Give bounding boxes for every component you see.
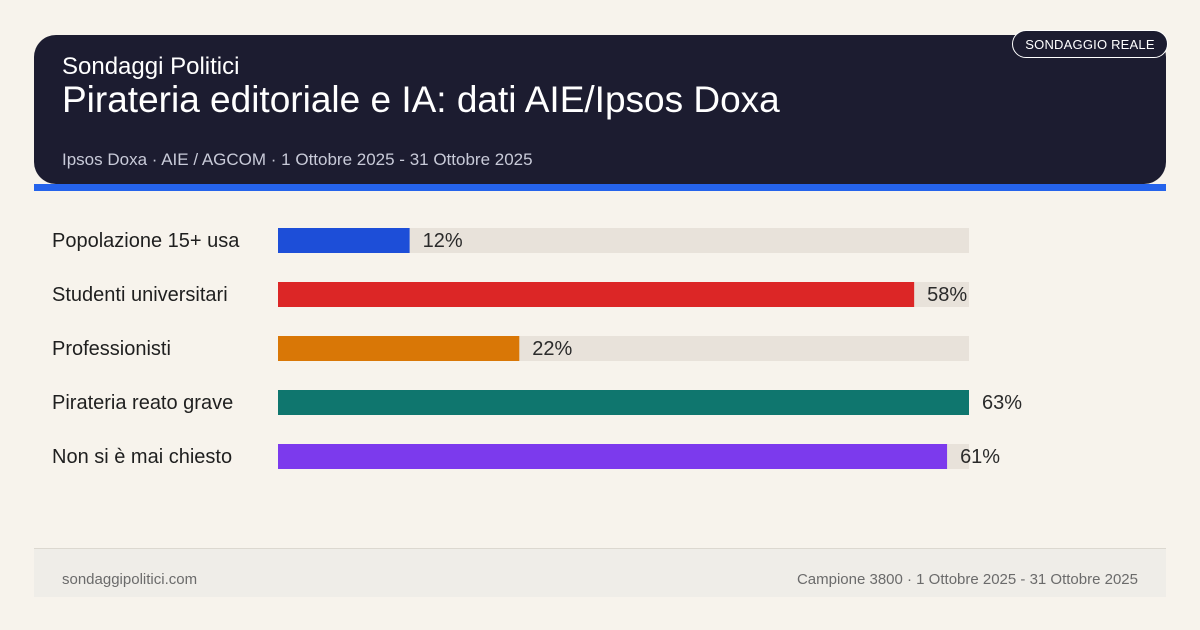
bar (278, 228, 410, 253)
value-label: 61% (960, 446, 1000, 468)
category-label: Pirateria reato grave (52, 392, 233, 414)
bar (278, 282, 915, 307)
footer-meta: Campione 3800 · 1 Ottobre 2025 - 31 Otto… (796, 571, 1138, 588)
bar (278, 336, 520, 361)
value-label: 22% (532, 338, 572, 360)
category-label: Studenti universitari (52, 284, 228, 306)
value-label: 58% (927, 284, 967, 306)
header-panel: Sondaggi Politici Pirateria editoriale e… (34, 35, 1166, 184)
value-label: 12% (423, 230, 463, 252)
bar (278, 390, 969, 415)
category-label: Professionisti (52, 338, 171, 360)
brand-name: Sondaggi Politici (62, 53, 240, 80)
bar (278, 444, 948, 469)
accent-divider (34, 184, 1166, 191)
page-title: Pirateria editoriale e IA: dati AIE/Ipso… (62, 79, 780, 120)
category-label: Popolazione 15+ usa (52, 230, 240, 252)
category-label: Non si è mai chiesto (52, 446, 232, 468)
status-badge: SONDAGGIO REALE (1012, 30, 1168, 58)
value-label: 63% (982, 392, 1022, 414)
source-subtitle: Ipsos Doxa · AIE / AGCOM · 1 Ottobre 202… (62, 150, 533, 169)
footer: sondaggipolitici.com Campione 3800 · 1 O… (34, 548, 1166, 597)
footer-site[interactable]: sondaggipolitici.com (62, 571, 198, 588)
